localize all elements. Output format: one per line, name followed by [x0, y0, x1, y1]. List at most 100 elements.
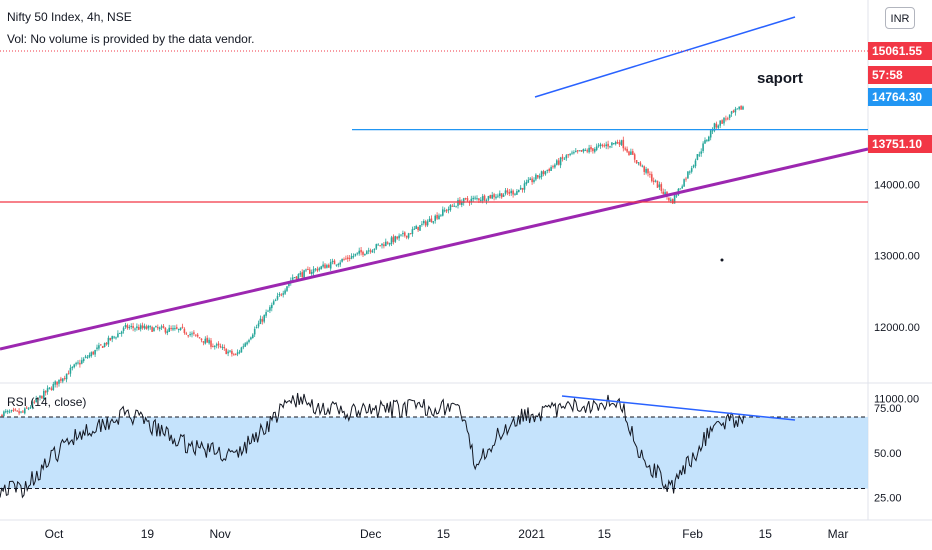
- candle-body: [690, 168, 693, 172]
- candle-body: [24, 408, 26, 414]
- candle: [407, 232, 410, 240]
- candle-body: [630, 151, 632, 155]
- candle-body: [571, 152, 573, 154]
- candle: [538, 173, 541, 180]
- candle: [630, 148, 632, 155]
- candle: [58, 379, 60, 387]
- candle: [727, 116, 729, 121]
- support-annotation[interactable]: saport: [757, 70, 803, 87]
- candle: [50, 386, 53, 391]
- candle: [400, 234, 402, 237]
- candle-body: [654, 180, 657, 182]
- candle-body: [316, 268, 319, 271]
- candle: [352, 253, 355, 259]
- candle: [592, 148, 594, 154]
- candle-body: [198, 337, 201, 339]
- candle-body: [73, 364, 75, 368]
- price-axis-tick: 13000.00: [874, 251, 920, 263]
- candle: [371, 249, 374, 253]
- candle: [149, 325, 151, 330]
- candle-body: [138, 327, 140, 330]
- candle-body: [725, 118, 727, 120]
- candle: [206, 335, 208, 343]
- candle: [470, 195, 473, 205]
- candle: [75, 361, 77, 367]
- candle-body: [734, 108, 737, 113]
- candle-body: [417, 226, 419, 231]
- candle-body: [576, 150, 579, 152]
- candle: [559, 156, 562, 169]
- candle: [310, 269, 313, 277]
- candle-body: [413, 228, 416, 230]
- rsi-line: [0, 392, 745, 499]
- candle-body: [540, 171, 543, 177]
- candle: [134, 327, 136, 332]
- candle: [671, 198, 674, 205]
- candle-body: [660, 184, 663, 191]
- candle-body: [37, 398, 39, 400]
- candle: [67, 370, 70, 375]
- candle-body: [647, 168, 649, 174]
- candle-body: [155, 326, 157, 328]
- candle-body: [379, 245, 381, 247]
- candle: [56, 381, 58, 388]
- candle-body: [12, 409, 15, 411]
- candle: [120, 330, 123, 337]
- candle-body: [20, 411, 22, 413]
- candle: [329, 259, 332, 271]
- candle: [696, 153, 699, 161]
- candle-body: [200, 338, 203, 341]
- candle: [658, 181, 661, 191]
- candle-body: [77, 362, 79, 364]
- candle-body: [643, 166, 645, 172]
- candle: [250, 336, 252, 341]
- candle-body: [402, 232, 404, 235]
- candle-body: [464, 198, 467, 200]
- currency-button[interactable]: INR: [885, 7, 915, 29]
- candle-body: [457, 200, 459, 206]
- candle-body: [360, 249, 362, 253]
- candle: [529, 177, 531, 181]
- candle: [244, 342, 246, 348]
- candle-body: [537, 175, 539, 178]
- candle: [219, 343, 222, 349]
- candle-body: [253, 328, 256, 335]
- symbol-legend[interactable]: Nifty 50 Index, 4h, NSE: [7, 10, 132, 24]
- candle: [170, 325, 172, 331]
- candle: [453, 203, 455, 207]
- candle: [396, 236, 398, 240]
- candle-body: [29, 407, 32, 409]
- candle-body: [79, 362, 81, 365]
- candle: [143, 323, 146, 330]
- candle-body: [71, 366, 74, 369]
- candle-body: [181, 326, 184, 328]
- candle: [221, 344, 224, 351]
- candle: [734, 106, 737, 116]
- candle: [29, 405, 32, 409]
- candle: [643, 165, 645, 176]
- candle: [472, 195, 474, 202]
- rsi-title: RSI (14, close): [7, 395, 87, 409]
- rsi-band-fill: [0, 416, 868, 489]
- candle: [556, 159, 558, 166]
- candle-body: [649, 173, 651, 175]
- candle-body: [234, 354, 237, 356]
- candle-body: [189, 333, 191, 336]
- candle-body: [274, 299, 277, 302]
- candle: [86, 354, 89, 359]
- candle: [90, 351, 93, 358]
- candle: [24, 407, 26, 415]
- candle-body: [548, 169, 550, 171]
- candle: [179, 327, 182, 331]
- candle: [531, 176, 533, 185]
- candle-body: [134, 328, 136, 330]
- candle-body: [451, 205, 454, 207]
- candle-body: [478, 198, 480, 201]
- candle-body: [546, 169, 549, 171]
- candle: [681, 184, 683, 189]
- candle-body: [310, 272, 313, 274]
- time-axis-tick: Mar: [828, 527, 849, 541]
- candle-body: [122, 327, 125, 331]
